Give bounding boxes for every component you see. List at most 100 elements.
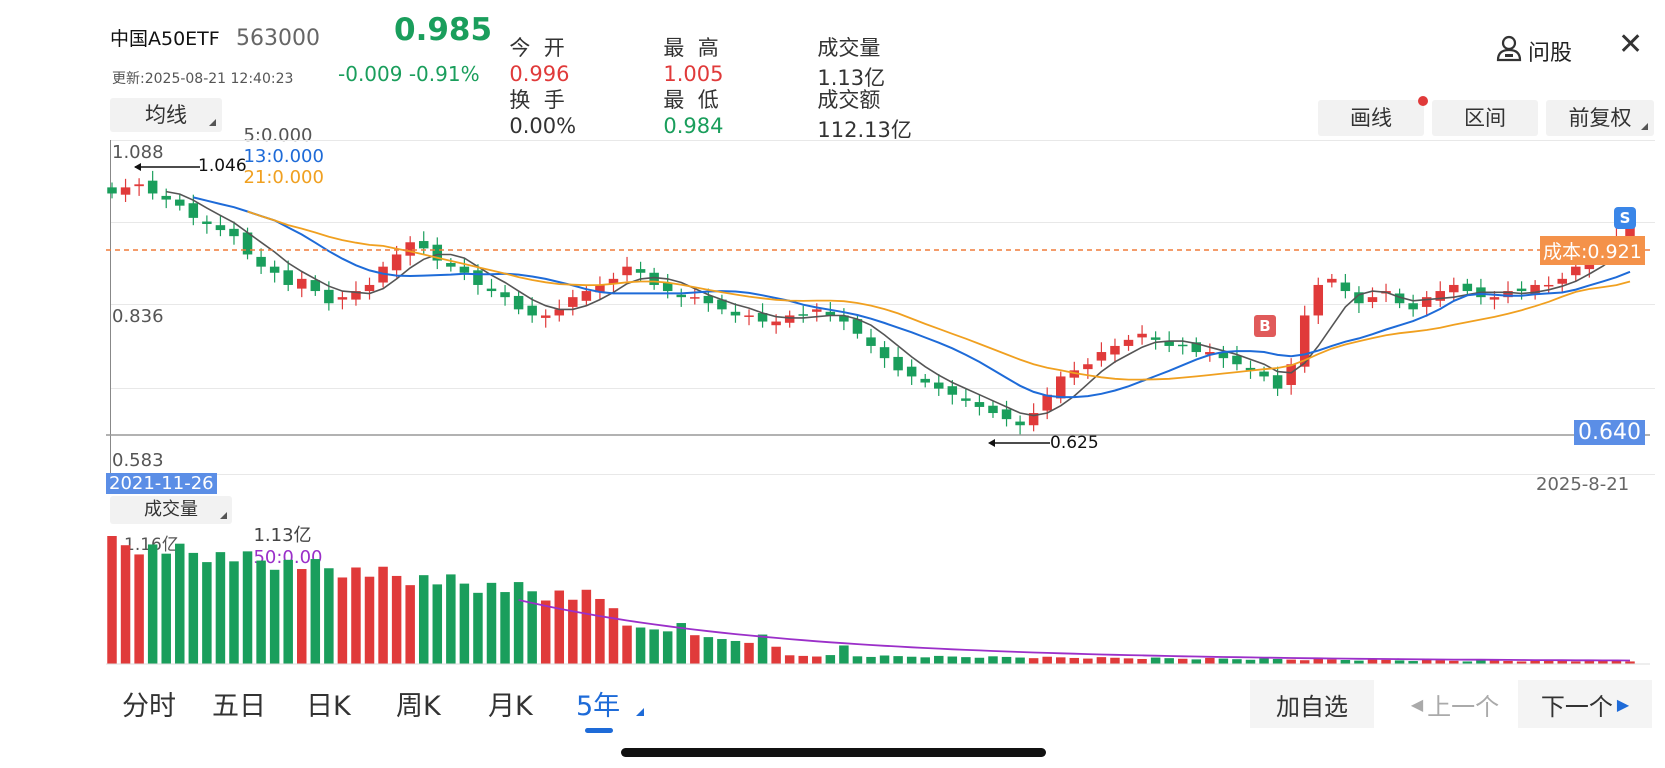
volume-bar: [1083, 658, 1093, 664]
tab-monthly-k[interactable]: 月K: [488, 691, 533, 722]
ask-stock-label: 问股: [1528, 41, 1573, 66]
volume-bar: [229, 561, 239, 664]
ask-stock-button[interactable]: 问股: [1496, 34, 1572, 68]
candle-body: [161, 195, 171, 200]
candle-body: [120, 187, 131, 195]
volume-bar: [757, 634, 768, 664]
candle-body: [1449, 284, 1459, 293]
volume-bar: [1069, 657, 1080, 664]
candle-body: [107, 187, 117, 194]
turnover-stat: 换 手 0.00%: [496, 60, 576, 138]
volume-bar: [988, 656, 998, 664]
person-icon: [1496, 34, 1522, 68]
volume-indicator-button[interactable]: 成交量: [110, 496, 232, 524]
candle-body: [1394, 293, 1405, 304]
y-axis-top-label: 1.088: [112, 142, 164, 163]
adjust-button[interactable]: 前复权: [1546, 100, 1654, 136]
candle-body: [1503, 291, 1513, 298]
volume-bar: [1571, 661, 1581, 664]
candle-body: [1435, 291, 1445, 301]
turnover-label: 换 手: [509, 88, 565, 112]
volume-current: 1.13亿: [253, 525, 312, 546]
candle-body: [635, 269, 646, 273]
candle-body: [1313, 284, 1324, 316]
caret-left-icon: ◀: [1410, 694, 1424, 714]
candle-body: [310, 280, 321, 292]
sell-marker[interactable]: S: [1614, 207, 1636, 229]
buy-marker[interactable]: B: [1254, 315, 1276, 337]
range-label: 区间: [1464, 106, 1506, 130]
candle-body: [771, 321, 781, 326]
volume-bar: [1367, 659, 1378, 664]
candle-body: [893, 356, 903, 371]
tab-daily-k[interactable]: 日K: [306, 691, 351, 722]
volume-bar: [446, 574, 456, 664]
amount-label: 成交额: [817, 88, 881, 112]
tab-five-year[interactable]: 5年: [576, 691, 621, 722]
candle-body: [1028, 413, 1039, 426]
volume-bar: [1516, 661, 1527, 664]
kline-chart-area[interactable]: [110, 140, 1655, 475]
candle-body: [1164, 341, 1174, 346]
volume-bar: [893, 656, 903, 664]
volume-bar: [1218, 658, 1229, 664]
ma13-line: [193, 196, 1631, 399]
candle-body: [920, 378, 930, 383]
candle-body: [364, 284, 375, 292]
candle-body: [798, 314, 808, 316]
candle-body: [229, 228, 239, 237]
volume-bar: [1598, 660, 1608, 664]
volume-bar: [500, 592, 510, 664]
draw-line-button[interactable]: 画线: [1318, 100, 1424, 136]
candle-body: [1137, 333, 1147, 338]
candle-body: [1286, 364, 1296, 385]
candle-body: [1218, 352, 1229, 359]
volume-bar: [297, 569, 307, 664]
candle-body: [974, 402, 985, 407]
volume-bar: [947, 656, 958, 664]
volume-bar: [825, 655, 836, 664]
volume-bar: [1299, 660, 1310, 664]
crosshair-price-tag: 0.640: [1574, 420, 1645, 445]
next-button[interactable]: 下一个 ▶: [1518, 680, 1652, 728]
tab-five-day[interactable]: 五日: [212, 691, 266, 722]
volume-indicator-label: 成交量: [144, 499, 198, 520]
prev-button[interactable]: ◀ 上一个: [1390, 680, 1520, 728]
stock-code: 563000: [236, 26, 320, 51]
kline-svg: [106, 163, 1650, 447]
candle-body: [1177, 344, 1188, 347]
candle-body: [866, 337, 876, 346]
high-stat: 最 高 1.005: [650, 8, 723, 86]
volume-bar: [554, 590, 565, 664]
volume-bar: [1543, 660, 1554, 664]
volume-bar: [703, 637, 714, 664]
add-watchlist-button[interactable]: 加自选: [1250, 680, 1374, 728]
candle-body: [1557, 278, 1567, 284]
volume-bar: [1421, 659, 1432, 664]
y-axis-mid-label: 0.836: [112, 306, 164, 327]
volume-bar: [920, 657, 930, 664]
stock-name: 中国A50ETF: [110, 28, 220, 50]
candle-body: [608, 278, 619, 284]
turnover-value: 0.00%: [509, 114, 577, 138]
tab-intraday[interactable]: 分时: [122, 691, 176, 722]
volume-bar: [1001, 656, 1012, 664]
notification-dot: [1418, 96, 1428, 106]
range-button[interactable]: 区间: [1432, 100, 1538, 136]
tab-weekly-k[interactable]: 周K: [396, 691, 441, 722]
ma-button[interactable]: 均线: [110, 98, 222, 132]
low-stat: 最 低 0.984: [650, 60, 723, 138]
volume-bar: [256, 560, 266, 664]
volume-bar: [581, 589, 592, 664]
volume-bar: [215, 552, 226, 664]
volume-bar: [744, 642, 754, 664]
candle-body: [1571, 266, 1581, 276]
volume-bar: [1232, 659, 1242, 664]
volume-bar: [540, 600, 551, 664]
candle-body: [744, 315, 754, 317]
volume-bar: [852, 656, 863, 664]
volume-bar: [622, 625, 632, 664]
candle-body: [1191, 342, 1202, 353]
close-icon[interactable]: ✕: [1618, 27, 1644, 62]
candle-body: [297, 278, 307, 289]
